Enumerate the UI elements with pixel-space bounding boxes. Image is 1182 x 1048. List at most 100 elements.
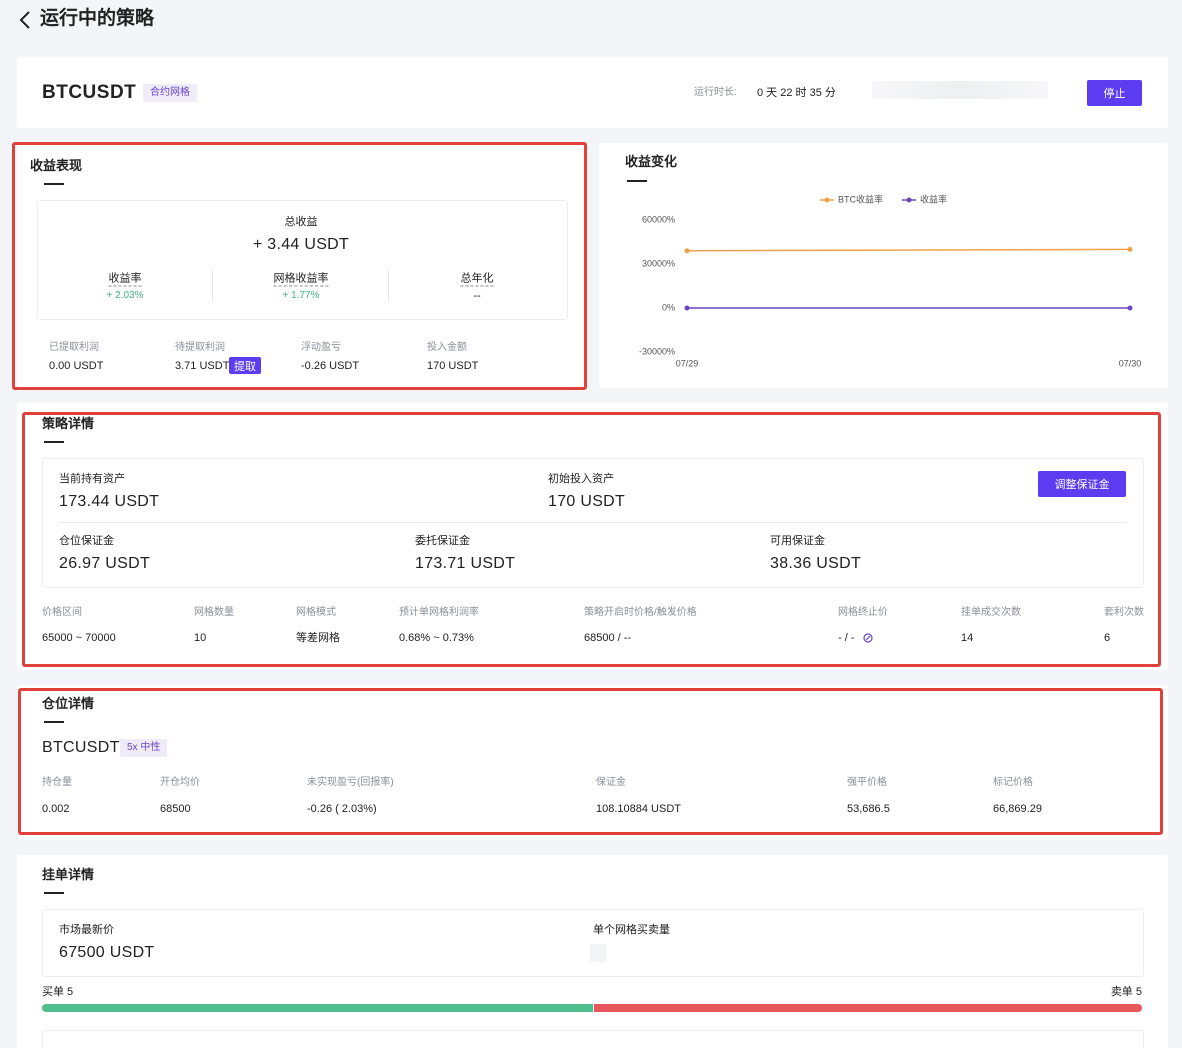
divider xyxy=(59,522,1126,523)
param-label: 价格区间 xyxy=(42,607,82,618)
param-label: 网格模式 xyxy=(296,607,336,618)
field-label: 强平价格 xyxy=(847,777,887,788)
param-value: 10 xyxy=(194,632,207,644)
y-tick-label: 0% xyxy=(662,302,675,312)
amount-label: 浮动盈亏 xyxy=(301,342,341,353)
asset-value: 170 USDT xyxy=(548,493,626,510)
strategy-box xyxy=(42,458,1144,588)
field-value: 108.10884 USDT xyxy=(596,803,681,815)
margin-label: 可用保证金 xyxy=(770,535,825,547)
margin-value: 38.36 USDT xyxy=(770,555,862,572)
highlight-box xyxy=(18,688,1163,835)
margin-label: 委托保证金 xyxy=(415,535,470,547)
param-value: 68500 / -- xyxy=(584,632,632,644)
highlight-box xyxy=(22,412,1161,667)
param-label: 网格终止价 xyxy=(838,607,888,618)
field-label: 持仓量 xyxy=(42,777,72,788)
field-value: 66,869.29 xyxy=(993,803,1042,815)
tag: 合约网格 xyxy=(143,84,197,102)
x-tick-label: 07/30 xyxy=(1119,358,1142,368)
amount-label: 已提取利润 xyxy=(49,342,99,353)
margin-label: 仓位保证金 xyxy=(59,535,114,547)
position-tag: 5x 中性 xyxy=(120,739,168,757)
orders-box xyxy=(42,909,1144,977)
chart-card xyxy=(599,143,1168,388)
adjust-button[interactable]: 调整保证金 xyxy=(1038,471,1126,497)
param-label: 挂单成交次数 xyxy=(961,607,1021,618)
field-label: 保证金 xyxy=(596,777,626,788)
separator xyxy=(388,270,389,302)
buy-count: 买单 5 xyxy=(42,986,74,998)
series-point xyxy=(1127,246,1133,252)
param-value: 14 xyxy=(961,632,974,644)
margin-value: 173.71 USDT xyxy=(415,555,516,572)
param-label: 套利次数 xyxy=(1104,607,1144,618)
y-tick-label: -30000% xyxy=(639,346,675,356)
section-title: 策略详情 xyxy=(42,416,95,431)
y-tick-label: 60000% xyxy=(642,214,675,224)
legend-label: BTC收益率 xyxy=(838,193,883,204)
metric-value: + 1.77% xyxy=(282,290,320,301)
title-underline xyxy=(44,441,64,443)
position-card xyxy=(17,685,1168,840)
blurred-placeholder xyxy=(872,81,1048,99)
amount-label: 投入金额 xyxy=(427,342,467,353)
amount-value: 0.00 USDT xyxy=(49,360,104,372)
param-label: 网格数量 xyxy=(194,607,234,618)
legend-label: 收益率 xyxy=(920,193,947,204)
page-title: 运行中的策略 xyxy=(40,8,155,29)
param-value: - / - xyxy=(838,632,855,644)
total-value: + 3.44 USDT xyxy=(252,236,350,253)
sell-bar xyxy=(594,1004,1142,1012)
title-underline xyxy=(627,180,647,182)
symbol: BTCUSDT xyxy=(42,82,137,103)
series-point xyxy=(684,248,690,254)
param-value: 65000 ~ 70000 xyxy=(42,632,116,644)
chart-title: 收益变化 xyxy=(625,154,678,169)
field-value: 68500 xyxy=(160,803,191,815)
metric-label: 总年化 xyxy=(460,272,494,287)
param-label: 预计单网格利润率 xyxy=(399,607,479,618)
empty-value xyxy=(590,944,606,962)
param-value: 0.68% ~ 0.73% xyxy=(399,632,474,644)
stop-button[interactable]: 停止 xyxy=(1087,80,1142,106)
metric-value: + 2.03% xyxy=(106,290,144,301)
amount-value: 170 USDT xyxy=(427,360,479,372)
asset-label: 初始投入资产 xyxy=(548,473,614,485)
runtime: 0 天 22 时 35 分 xyxy=(757,87,836,99)
title-underline xyxy=(44,721,64,723)
edit-icon[interactable] xyxy=(863,633,873,643)
field-value: 0.002 xyxy=(42,803,70,815)
buy-bar xyxy=(42,1004,593,1012)
field-label: 标记价格 xyxy=(993,777,1033,788)
field-label: 开仓均价 xyxy=(160,777,200,788)
series-point xyxy=(1127,305,1133,311)
highlight-box xyxy=(12,142,587,390)
param-value: 6 xyxy=(1104,632,1111,644)
field-value: 53,686.5 xyxy=(847,803,890,815)
amount-value: 3.71 USDT xyxy=(175,360,230,372)
back-icon[interactable] xyxy=(18,10,32,30)
order-table xyxy=(42,1030,1144,1048)
legend-marker xyxy=(906,197,912,203)
param-label: 策略开启时价格/触发价格 xyxy=(584,607,697,618)
withdraw-button[interactable]: 提取 xyxy=(229,357,261,374)
param-value: 等差网格 xyxy=(296,632,340,644)
section-title: 仓位详情 xyxy=(42,696,95,711)
chart: -30000% 0% 30000% 60000% 07/29 07/30 BTC收益率 收益率 xyxy=(639,193,1142,368)
runtime-label: 运行时长: xyxy=(694,87,737,98)
section-title: 挂单详情 xyxy=(42,867,95,882)
field-value: -0.26 ( 2.03%) xyxy=(307,803,377,815)
legend-marker xyxy=(824,197,830,203)
amount-label: 待提取利润 xyxy=(175,342,225,353)
series-line xyxy=(686,248,1131,252)
order-field-value: 67500 USDT xyxy=(59,944,155,961)
title-underline xyxy=(44,892,64,894)
x-tick-label: 07/29 xyxy=(676,358,699,368)
metric-label: 网格收益率 xyxy=(273,272,329,287)
section-title: 收益表现 xyxy=(30,158,83,173)
order-field-label: 单个网格买卖量 xyxy=(593,924,670,936)
separator xyxy=(212,270,213,302)
sell-count: 卖单 5 xyxy=(1110,986,1142,998)
